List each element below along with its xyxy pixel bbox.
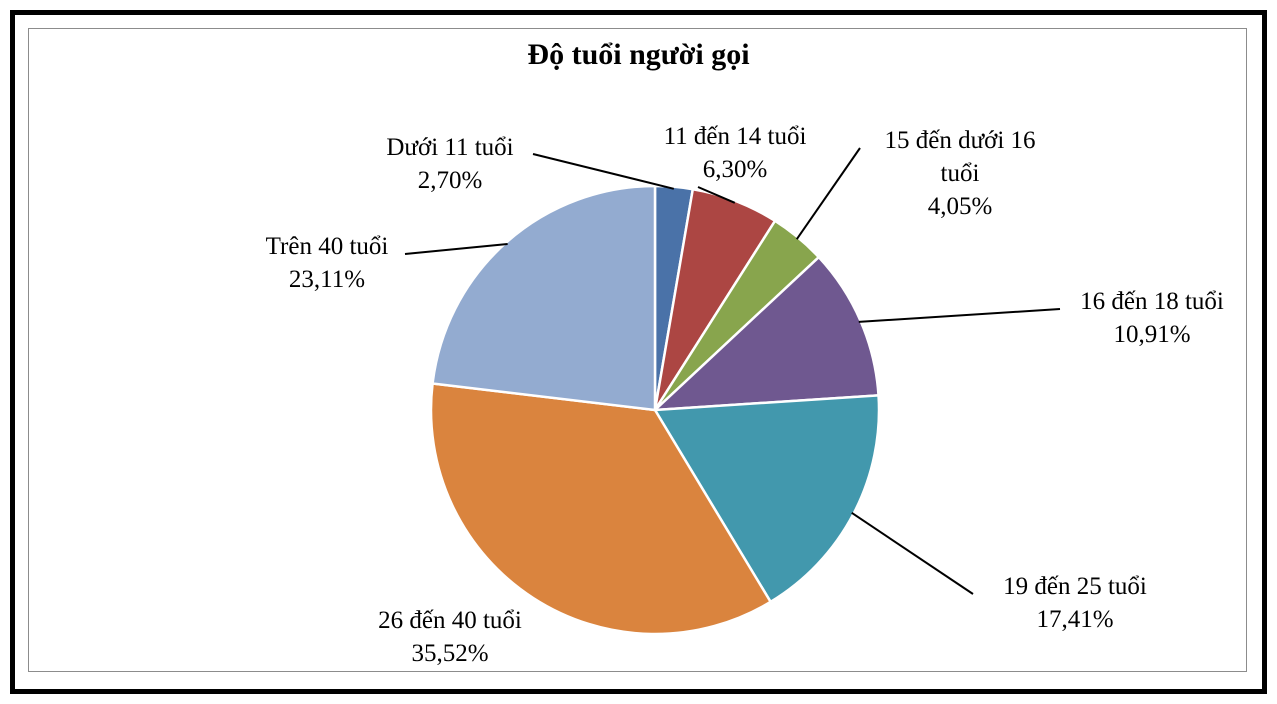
- leader-line-0: [532, 153, 675, 190]
- leader-line-1: [697, 186, 736, 204]
- leader-line-3: [858, 308, 1061, 323]
- slice-category-label-4: 19 đến 25 tuổi: [1003, 573, 1147, 600]
- slice-value-label-1: 6,30%: [703, 156, 768, 183]
- slice-value-label-3: 10,91%: [1113, 321, 1190, 348]
- leader-line-4: [851, 512, 974, 595]
- slice-value-label-4: 17,41%: [1036, 606, 1113, 633]
- slice-category-label-2: 15 đến dưới 16: [884, 127, 1035, 154]
- slice-category-label-3: 16 đến 18 tuổi: [1080, 288, 1224, 315]
- chart-title: Độ tuổi người gọi: [527, 38, 750, 71]
- leader-line-6: [404, 242, 508, 255]
- slice-category-label-0: Dưới 11 tuổi: [386, 134, 513, 161]
- slice-value-label-6: 23,11%: [289, 266, 365, 293]
- slice-category-label-1: 11 đến 14 tuổi: [664, 123, 807, 150]
- pie-slice-5: [429, 382, 772, 636]
- slice-category-label-2: tuổi: [941, 160, 980, 187]
- slice-category-label-6: Trên 40 tuổi: [266, 233, 389, 260]
- slice-category-label-5: 26 đến 40 tuổi: [378, 607, 522, 634]
- slice-value-label-2: 4,05%: [928, 193, 993, 220]
- slice-value-label-5: 35,52%: [411, 640, 488, 667]
- slice-labels: Dưới 11 tuổi 2,70% 11 đến 14 tuổi 6,30% 15 đ…: [266, 123, 1224, 667]
- slice-value-label-0: 2,70%: [418, 167, 483, 194]
- pie-slice-6: [431, 184, 657, 412]
- leader-lines: [404, 147, 1061, 595]
- pie-slices: [429, 184, 881, 636]
- leader-line-2: [795, 147, 861, 240]
